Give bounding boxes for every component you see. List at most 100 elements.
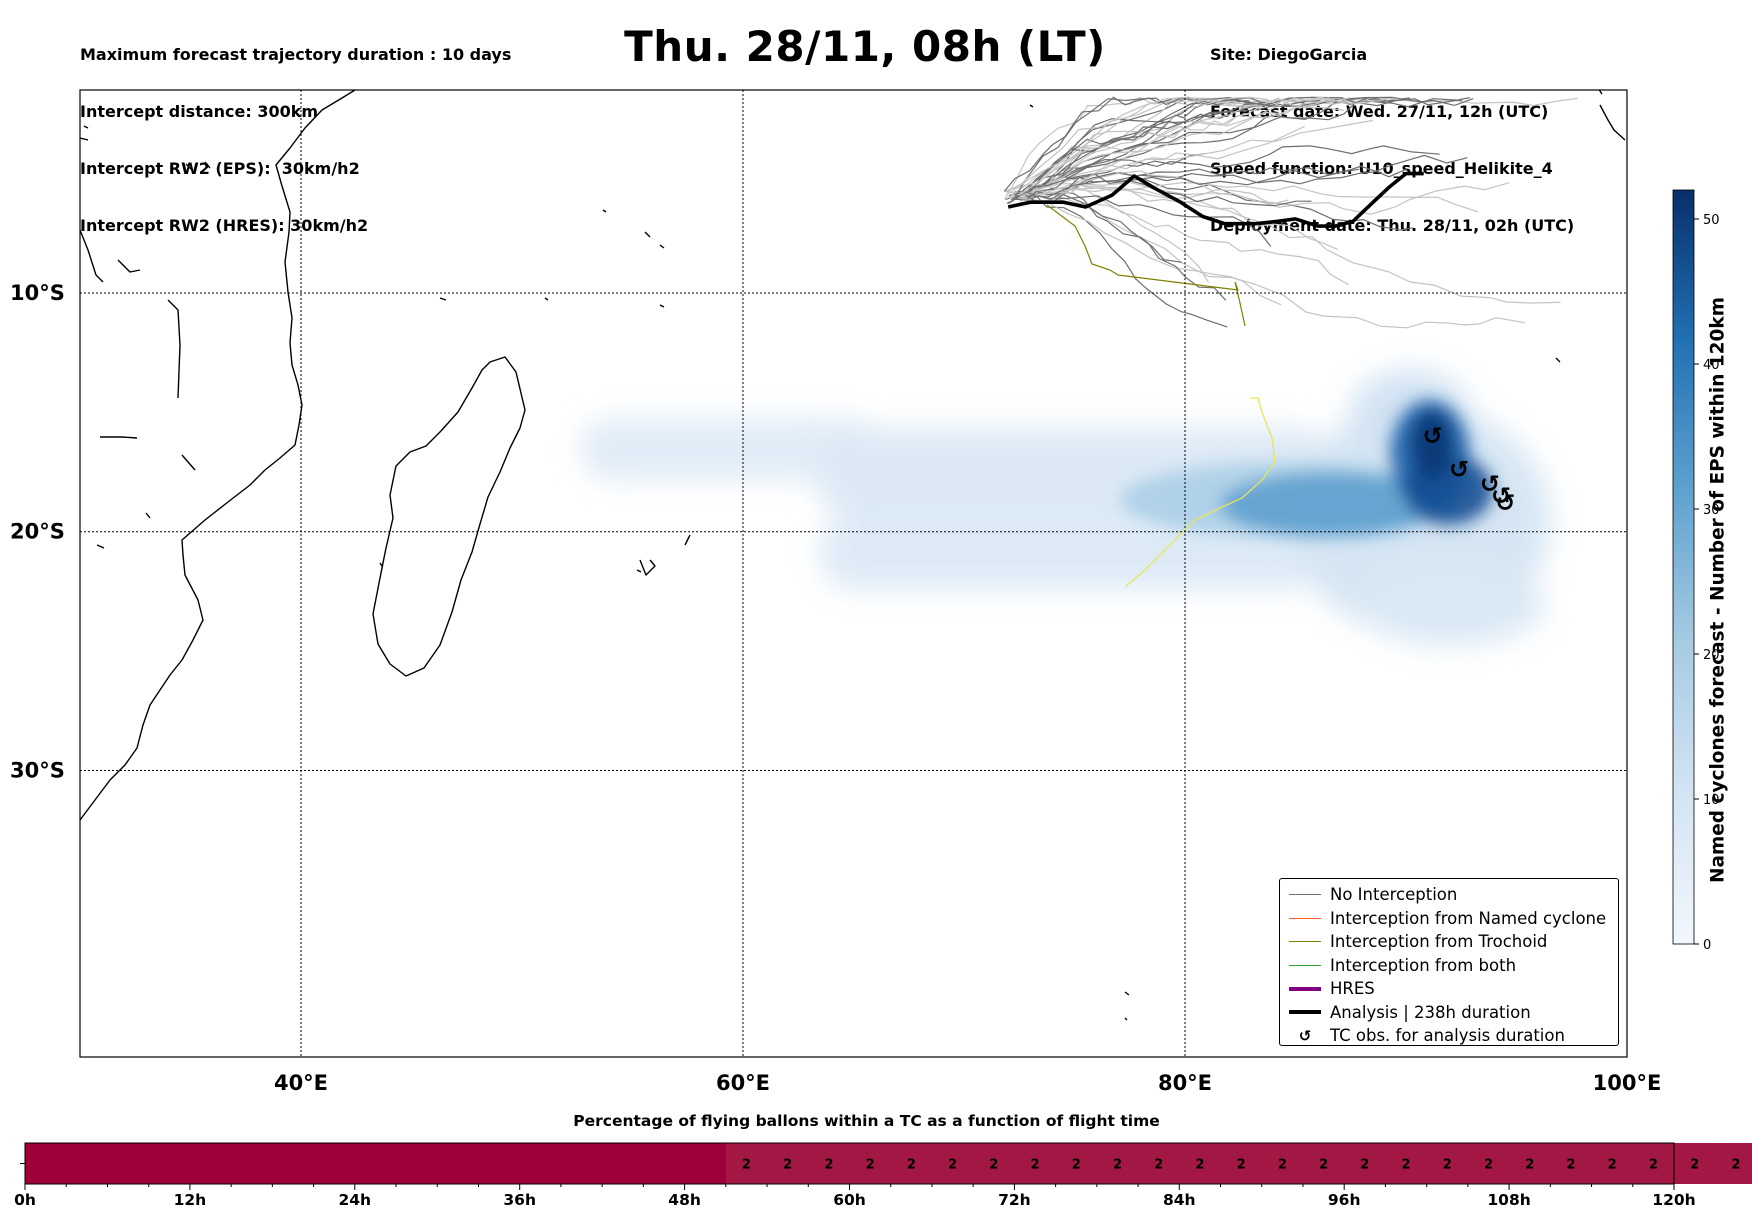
lon-tick-label: 60°E: [716, 1071, 770, 1095]
ensemble-trajectory: [1005, 182, 1561, 304]
legend-item-analysis: Analysis | 238h duration: [1280, 1001, 1618, 1025]
timebar-cell: [849, 1143, 892, 1184]
ensemble-trajectory: [1026, 119, 1373, 203]
ensemble-trajectory: [1027, 193, 1526, 329]
legend-item-trochoid: Interception from Trochoid: [1280, 930, 1618, 954]
ensemble-trajectories: [1003, 96, 1578, 329]
header-left-line: Intercept distance: 300km: [80, 102, 319, 121]
timebar-cell: [684, 1143, 727, 1184]
timebar-cell: [602, 1143, 644, 1184]
timebar-cell: [1055, 1143, 1098, 1184]
timebar-cell: [1674, 1143, 1716, 1184]
map-grid: [80, 90, 1627, 1057]
ensemble-trajectory: [1026, 97, 1578, 194]
ensemble-trajectory: [1013, 96, 1202, 199]
timebar-cell: [725, 1143, 768, 1184]
timebar-tick-label: 96h: [1328, 1191, 1361, 1209]
lat-tick-label: 30°S: [10, 758, 65, 782]
colorbar-tick-label: 40: [1703, 358, 1720, 373]
timebar-cell-label: 2: [907, 1158, 916, 1173]
timebar-cell: [1509, 1143, 1551, 1184]
legend-swatch: [1289, 917, 1321, 919]
timebar-tick-label: 108h: [1487, 1191, 1530, 1209]
header-right-line: Deployment date: Thu. 28/11, 02h (UTC): [1210, 216, 1575, 235]
timebar-cell: [354, 1143, 397, 1184]
madagascar-coast: [372, 356, 526, 677]
timebar-tick-label: 12h: [174, 1191, 207, 1209]
timebar-tick-label: 48h: [668, 1191, 701, 1209]
timebar-cell: [1138, 1143, 1180, 1184]
timebar-cell-label: 2: [1237, 1158, 1246, 1173]
timebar-cell: [437, 1143, 480, 1184]
timebar-cell-label: 2: [1195, 1158, 1204, 1173]
ensemble-trajectory: [1011, 195, 1228, 328]
timebar-cell-label: 2: [1649, 1158, 1658, 1173]
timebar-tick-label: 60h: [833, 1191, 866, 1209]
timebar-tick-label: 72h: [998, 1191, 1031, 1209]
timebar-cell-label: 2: [948, 1158, 957, 1173]
timebar-cell-label: 2: [742, 1158, 751, 1173]
timebar-cell: [1426, 1143, 1469, 1184]
timebar-tick-label: 36h: [503, 1191, 536, 1209]
colorbar-tick-label: 0: [1703, 938, 1711, 953]
timebar-cell: [1550, 1143, 1593, 1184]
timebar-cell-label: 2: [1731, 1158, 1740, 1173]
timebar-tick-label: 24h: [338, 1191, 371, 1209]
timebar-cell-label: 2: [1690, 1158, 1699, 1173]
colorbar-title: Named cyclones forecast - Number of EPS …: [1707, 296, 1729, 884]
timebar-tick-label: 0h: [14, 1191, 36, 1209]
coastlines: [80, 90, 1626, 1021]
timebar-cell: [1302, 1143, 1345, 1184]
colorbar-tick-label: 30: [1703, 503, 1720, 518]
timebar-cell-label: 2: [1072, 1158, 1081, 1173]
map-tick-labels: 40°E 60°E 80°E 100°E 10°S 20°S 30°S: [10, 281, 1661, 1095]
legend-label: Analysis | 238h duration: [1330, 1002, 1531, 1022]
tc-obs-marker: ↺: [1449, 456, 1469, 484]
timebar-cell: [890, 1143, 933, 1184]
legend-item-named-cyclone: Interception from Named cyclone: [1280, 907, 1618, 931]
legend-label: TC obs. for analysis duration: [1330, 1026, 1565, 1046]
tc-obs-marker: ↺: [1480, 470, 1500, 498]
timebar-cell: [148, 1143, 191, 1184]
timebar-cell-label: 2: [1402, 1158, 1411, 1173]
timebar-cell: [1715, 1143, 1752, 1184]
timebar-cell-label: 2: [1319, 1158, 1328, 1173]
timebar-cell-label: 2: [1525, 1158, 1534, 1173]
ensemble-trajectory: [1019, 97, 1353, 196]
timebar-cell: [25, 1143, 67, 1184]
ensemble-trajectory: [1028, 168, 1360, 198]
legend-swatch: [1289, 964, 1321, 966]
timebar-cell-label: 2: [1030, 1158, 1039, 1173]
ensemble-trajectory: [1025, 145, 1440, 192]
africa-coast: [80, 90, 356, 821]
timebar-cell: [66, 1143, 109, 1184]
legend-swatch: [1289, 894, 1321, 896]
timebar-cell: [1014, 1143, 1057, 1184]
lat-tick-label: 20°S: [10, 520, 65, 544]
timebar-cell: [313, 1143, 356, 1184]
lon-tick-label: 40°E: [274, 1071, 328, 1095]
lon-tick-label: 80°E: [1158, 1071, 1212, 1095]
map-title: Thu. 28/11, 08h (LT): [624, 22, 1106, 71]
timebar-cell: [1385, 1143, 1428, 1184]
timebar-cell: [1344, 1143, 1387, 1184]
timebar-cell: [1220, 1143, 1263, 1184]
legend-label: No Interception: [1330, 885, 1458, 905]
timebar-title: Percentage of flying ballons within a TC…: [573, 1112, 1160, 1130]
timebar-cell-label: 2: [1360, 1158, 1369, 1173]
timebar-tick-label: 120h: [1652, 1191, 1695, 1209]
analysis-track: [1007, 171, 1424, 228]
timebar: 2 2 2 2 2 2 2 2 2 2 2 2 2 2 2 2 2 2 2 2 2 2 2 2 2 0h 12h 24h 36h 48h 6…: [14, 1142, 1752, 1209]
ensemble-trajectory: [1021, 96, 1387, 196]
header-left: Maximum forecast trajectory duration : 1…: [80, 7, 511, 254]
cyclone-density-field: [580, 370, 1550, 645]
timebar-cell-label: 2: [1443, 1158, 1452, 1173]
header-left-line: Intercept RW2 (HRES): 30km/h2: [80, 216, 369, 235]
timebar-cell: [560, 1143, 603, 1184]
ensemble-trajectory: [1006, 97, 1351, 195]
timebar-cell: [231, 1143, 273, 1184]
legend-label: Interception from both: [1330, 955, 1517, 975]
tc-observations: ↺↺↺↺↺: [1422, 422, 1515, 517]
timebar-cell: [478, 1143, 521, 1184]
